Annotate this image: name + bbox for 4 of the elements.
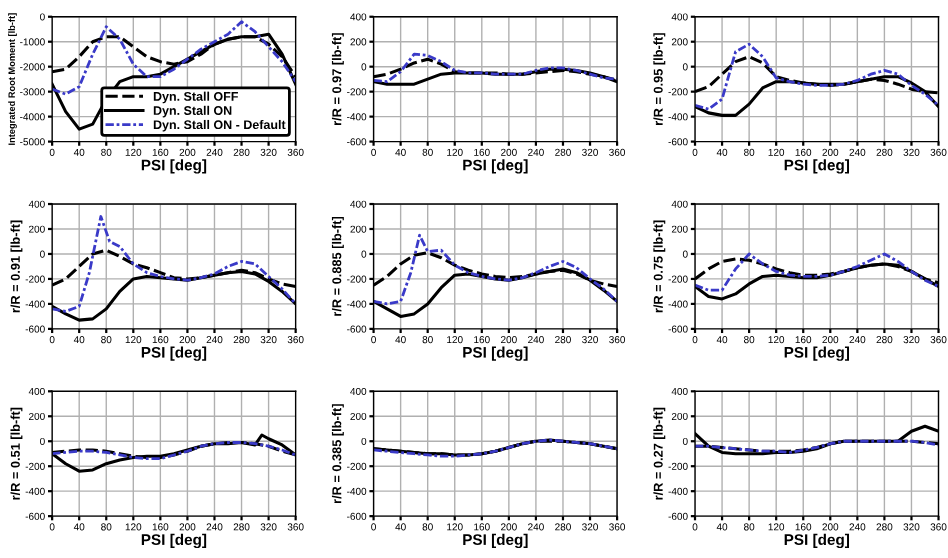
line-series xyxy=(695,42,939,111)
line-series xyxy=(373,233,618,306)
line-series xyxy=(52,215,296,313)
line-series xyxy=(695,252,939,292)
